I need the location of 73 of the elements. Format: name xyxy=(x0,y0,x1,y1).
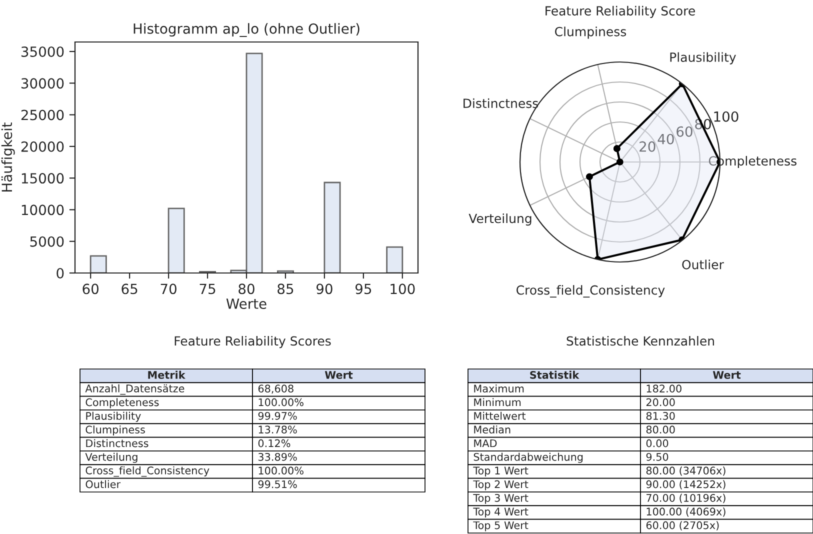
text: Plausibility xyxy=(86,412,141,422)
text: Wert xyxy=(712,371,741,379)
text: MAD xyxy=(474,439,497,448)
text: Clumpiness xyxy=(86,425,145,436)
text: 0.12% xyxy=(258,439,290,448)
text: Standardabweichung xyxy=(474,452,583,463)
x-tick-label: 60 xyxy=(82,284,99,294)
text: Median xyxy=(474,425,510,434)
x-tick-label: 70 xyxy=(160,284,176,294)
spoke-label: Verteilung xyxy=(468,214,532,226)
y-tick-label: 40 xyxy=(658,134,674,144)
y-tick-label: 5000 xyxy=(30,236,64,247)
y-tick-label: 15000 xyxy=(22,173,64,184)
spoke-label: Plausibility xyxy=(670,52,736,64)
text: 182.00 xyxy=(646,384,682,393)
text: 13.78% xyxy=(258,426,297,434)
spoke-label: Distinctness xyxy=(464,98,538,108)
chart-title: Feature Reliability Score xyxy=(546,6,695,18)
text: Distinctness xyxy=(86,439,148,448)
text: Wert xyxy=(324,371,353,379)
x-tick-label: 80 xyxy=(238,284,254,294)
text: Anzahl_Datensätze xyxy=(85,384,184,395)
y-tick-label: 0 xyxy=(56,268,64,278)
text: 0.00 xyxy=(646,439,668,448)
text: 9.50 xyxy=(646,452,668,461)
text: Maximum xyxy=(474,384,524,393)
spoke-label: Outlier xyxy=(682,260,724,270)
text: 20.00 xyxy=(646,398,675,406)
x-tick-label: 100 xyxy=(390,284,415,294)
text: Cross_field_Consistency xyxy=(86,466,210,477)
text: Verteilung xyxy=(85,452,138,463)
text: 60.00 (2705x) xyxy=(646,521,719,530)
text: Completeness xyxy=(86,398,159,408)
spoke-label: Clumpiness xyxy=(555,26,626,39)
text: Statistik xyxy=(530,370,580,379)
text: 99.97% xyxy=(258,412,297,420)
y-axis-title: Häufigkeit xyxy=(1,122,15,192)
text: Top 2 Wert xyxy=(473,480,528,490)
y-tick-label: 30000 xyxy=(21,78,64,89)
x-tick-label: 90 xyxy=(316,284,332,294)
text: Top 3 Wert xyxy=(473,494,528,504)
text: Mittelwert xyxy=(474,412,526,420)
y-tick-label: 35000 xyxy=(21,46,64,57)
text: 100.00 (4069x) xyxy=(646,507,726,517)
text: Outlier xyxy=(86,480,121,488)
y-tick-label: 10000 xyxy=(22,204,64,216)
text: Metrik xyxy=(148,370,186,379)
text: Top 1 Wert xyxy=(473,466,528,477)
text: Minimum xyxy=(474,398,521,406)
text: 80.00 (34706x) xyxy=(646,466,726,476)
y-tick-label: 25000 xyxy=(21,110,64,120)
text: 70.00 (10196x) xyxy=(646,494,726,504)
x-tick-label: 75 xyxy=(200,284,216,294)
text: Top 4 Wert xyxy=(473,508,528,518)
text: 33.89% xyxy=(258,452,297,461)
text: 100.00% xyxy=(258,466,304,475)
x-tick-label: 85 xyxy=(278,284,294,294)
text: 100.00% xyxy=(258,398,304,406)
text: 90.00 (14252x) xyxy=(646,480,726,490)
text: Feature Reliability Scores xyxy=(174,336,331,348)
y-tick-label: 20 xyxy=(640,141,656,152)
text: Top 5 Wert xyxy=(473,521,528,532)
text: 80.00 xyxy=(646,426,675,434)
y-tick-label: 20000 xyxy=(21,141,64,152)
text: 68,608 xyxy=(258,384,294,394)
text: 99.51% xyxy=(258,480,297,488)
x-tick-label: 95 xyxy=(355,284,372,294)
text: Statistische Kennzahlen xyxy=(566,336,714,346)
x-axis-title: Werte xyxy=(226,298,266,309)
text: 81.30 xyxy=(646,412,675,420)
x-tick-label: 65 xyxy=(122,284,138,294)
chart-title: Histogramm ap_lo (ohne Outlier) xyxy=(134,23,360,37)
spoke-label: Cross_field_Consistency xyxy=(516,285,665,298)
